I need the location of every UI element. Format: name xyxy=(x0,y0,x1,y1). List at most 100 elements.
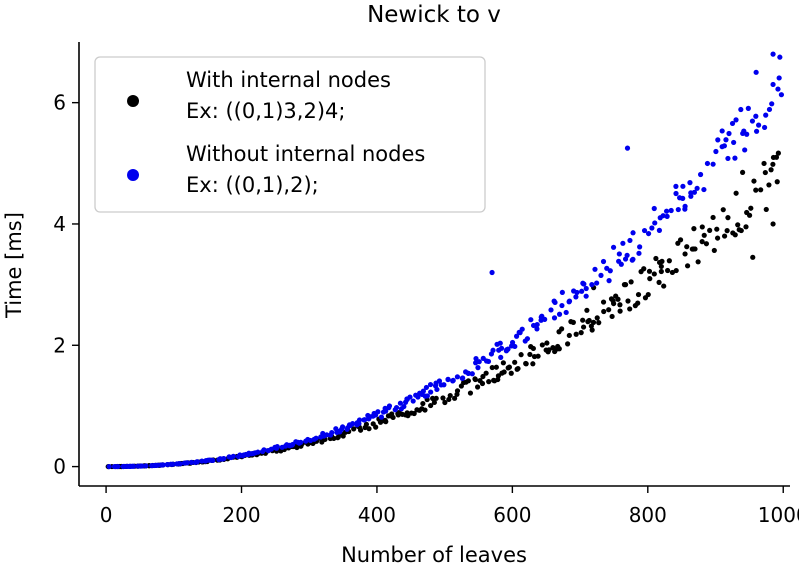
legend-example-with-internal: Ex: ((0,1)3,2)4; xyxy=(186,99,345,123)
data-point-with-internal xyxy=(725,215,731,221)
data-point-without-internal xyxy=(732,155,738,161)
data-point-without-internal xyxy=(401,403,407,410)
data-point-without-internal xyxy=(489,269,495,276)
data-point-without-internal xyxy=(534,326,540,332)
data-point-with-internal xyxy=(508,370,514,376)
data-point-without-internal xyxy=(534,322,540,328)
data-point-without-internal xyxy=(528,317,534,323)
data-point-with-internal xyxy=(580,324,587,330)
data-point-with-internal xyxy=(658,263,664,270)
data-point-with-internal xyxy=(773,154,780,160)
data-point-with-internal xyxy=(684,244,690,250)
data-point-without-internal xyxy=(715,137,721,143)
data-point-with-internal xyxy=(699,224,705,230)
data-point-with-internal xyxy=(724,228,730,234)
data-point-without-internal xyxy=(610,244,617,250)
data-point-with-internal xyxy=(527,351,533,358)
data-point-with-internal xyxy=(523,360,529,367)
data-point-without-internal xyxy=(574,289,580,296)
data-point-without-internal xyxy=(542,316,548,322)
data-point-without-internal xyxy=(740,130,746,137)
data-point-without-internal xyxy=(701,186,707,193)
data-point-with-internal xyxy=(518,352,524,358)
data-point-without-internal xyxy=(393,404,400,411)
data-point-with-internal xyxy=(467,390,474,396)
data-point-with-internal xyxy=(691,226,697,232)
data-point-without-internal xyxy=(465,370,471,376)
data-point-without-internal xyxy=(579,288,585,294)
data-point-with-internal xyxy=(559,326,565,332)
data-point-with-internal xyxy=(775,150,781,156)
y-tick-label: 2 xyxy=(53,333,66,357)
data-point-with-internal xyxy=(515,365,521,372)
data-point-with-internal xyxy=(501,369,507,375)
data-point-with-internal xyxy=(442,399,448,406)
data-point-with-internal xyxy=(573,331,579,337)
legend-marker-without-internal xyxy=(127,169,139,181)
data-point-without-internal xyxy=(153,462,159,469)
data-point-with-internal xyxy=(596,320,602,326)
data-point-with-internal xyxy=(720,207,726,213)
data-point-without-internal xyxy=(656,227,663,233)
data-point-without-internal xyxy=(713,148,719,155)
data-point-with-internal xyxy=(440,395,446,401)
data-point-with-internal xyxy=(703,241,710,247)
data-point-with-internal xyxy=(770,161,776,167)
data-point-without-internal xyxy=(397,400,404,406)
data-point-with-internal xyxy=(692,246,698,252)
data-point-without-internal xyxy=(143,463,149,469)
data-point-with-internal xyxy=(411,410,417,417)
legend-label-with-internal: With internal nodes xyxy=(186,68,391,92)
data-point-without-internal xyxy=(350,421,356,427)
data-point-without-internal xyxy=(725,155,731,162)
data-point-without-internal xyxy=(459,375,465,381)
data-point-without-internal xyxy=(313,435,319,441)
x-tick-label: 400 xyxy=(358,503,396,527)
data-point-with-internal xyxy=(495,376,501,383)
data-point-with-internal xyxy=(735,222,741,228)
data-point-without-internal xyxy=(589,282,595,288)
data-point-with-internal xyxy=(420,400,426,407)
data-point-with-internal xyxy=(738,227,744,234)
data-point-with-internal xyxy=(472,376,478,383)
data-point-with-internal xyxy=(544,340,550,346)
data-point-with-internal xyxy=(483,370,489,376)
data-point-with-internal xyxy=(590,319,597,325)
y-tick-label: 6 xyxy=(53,91,66,115)
data-point-with-internal xyxy=(658,268,664,275)
data-point-with-internal xyxy=(740,169,746,176)
data-point-with-internal xyxy=(753,187,759,193)
data-point-without-internal xyxy=(498,345,505,351)
data-point-with-internal xyxy=(480,373,486,380)
data-point-with-internal xyxy=(743,224,749,230)
y-tick-label: 0 xyxy=(53,455,66,479)
data-point-without-internal xyxy=(423,384,430,391)
data-point-without-internal xyxy=(566,298,573,304)
data-point-with-internal xyxy=(761,160,767,167)
data-point-with-internal xyxy=(430,395,436,401)
data-point-with-internal xyxy=(500,360,506,366)
data-point-with-internal xyxy=(428,402,434,409)
data-point-without-internal xyxy=(160,462,166,468)
data-point-without-internal xyxy=(475,365,481,371)
data-point-with-internal xyxy=(758,187,764,193)
data-point-without-internal xyxy=(139,463,145,469)
data-point-with-internal xyxy=(635,300,641,306)
data-point-without-internal xyxy=(378,414,385,420)
data-point-without-internal xyxy=(361,417,367,423)
data-point-with-internal xyxy=(651,271,657,277)
data-point-with-internal xyxy=(452,395,458,401)
data-point-without-internal xyxy=(618,261,624,267)
data-point-without-internal xyxy=(573,294,579,300)
data-point-with-internal xyxy=(565,341,571,347)
data-point-with-internal xyxy=(770,221,776,227)
data-point-without-internal xyxy=(721,143,727,149)
data-point-without-internal xyxy=(687,180,693,186)
data-point-without-internal xyxy=(552,299,558,306)
data-point-without-internal xyxy=(600,258,607,265)
data-point-without-internal xyxy=(616,251,622,257)
data-point-with-internal xyxy=(363,421,370,427)
data-point-with-internal xyxy=(454,388,461,394)
data-point-with-internal xyxy=(580,317,586,323)
data-point-without-internal xyxy=(170,461,176,467)
